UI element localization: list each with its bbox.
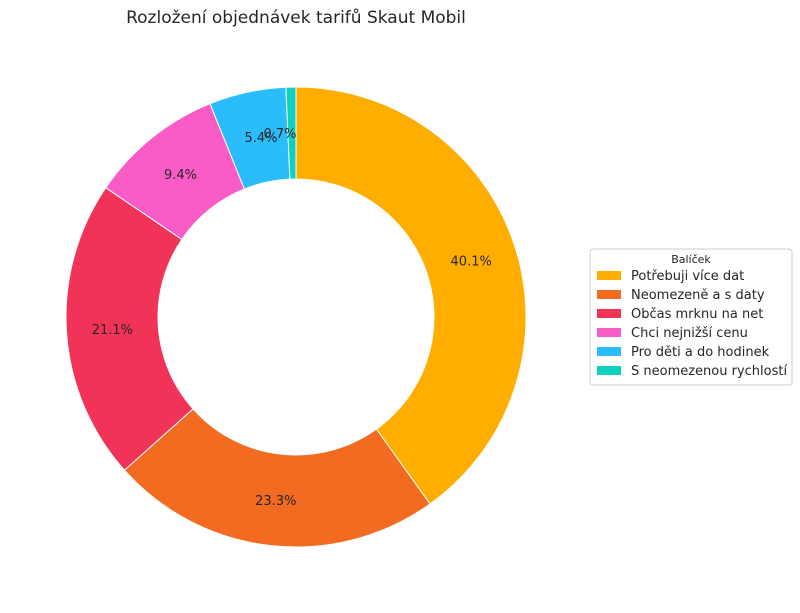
pct-label-s-neomezenou-rychlosti: 0.7% — [263, 127, 296, 142]
legend-label-chci-nejnizsi-cenu: Chci nejnižší cenu — [631, 326, 748, 341]
percentage-labels: 40.1% 23.3% 21.1% 9.4% 5.4%0.7% — [92, 127, 492, 509]
legend-frame — [589, 248, 793, 386]
legend-swatch-s-neomezenou-rychlosti — [597, 366, 621, 375]
slice-neomezene-a-s-daty — [123, 408, 431, 548]
pct-label-neomezene-a-s-daty: 23.3% — [255, 494, 296, 509]
pct-label-pro-deti-a-do-hodinek: 5.4% — [244, 131, 277, 146]
donut-slices — [65, 86, 527, 548]
legend-title: Balíček — [671, 253, 711, 266]
slice-s-neomezenou-rychlosti — [285, 86, 297, 180]
legend-swatch-potrebuji-vice-dat — [597, 271, 621, 280]
pct-label-obcas-mrknu-na-net: 21.1% — [92, 323, 133, 338]
legend-label-potrebuji-vice-dat: Potřebuji více dat — [631, 269, 744, 284]
slice-potrebuji-vice-dat — [295, 86, 527, 505]
legend-swatch-chci-nejnizsi-cenu — [597, 328, 621, 337]
legend-label-pro-deti-a-do-hodinek: Pro děti a do hodinek — [631, 345, 770, 360]
legend-label-neomezene-a-s-daty: Neomezeně a s daty — [631, 288, 765, 303]
legend-label-obcas-mrknu-na-net: Občas mrknu na net — [631, 307, 763, 322]
legend-swatch-obcas-mrknu-na-net — [597, 309, 621, 318]
legend-swatch-neomezene-a-s-daty — [597, 290, 621, 299]
pct-label-chci-nejnizsi-cenu: 9.4% — [164, 168, 197, 183]
legend-swatch-pro-deti-a-do-hodinek — [597, 347, 621, 356]
slice-obcas-mrknu-na-net — [65, 187, 194, 471]
legend: Balíček Potřebuji více dat Neomezeně a s … — [589, 248, 793, 386]
legend-label-s-neomezenou-rychlosti: S neomezenou rychlostí — [631, 364, 787, 379]
legend-items: Potřebuji více dat Neomezeně a s daty Obča… — [597, 269, 787, 379]
chart-title: Rozložení objednávek tarifů Skaut Mobil — [126, 8, 466, 28]
pct-label-potrebuji-vice-dat: 40.1% — [451, 255, 492, 270]
